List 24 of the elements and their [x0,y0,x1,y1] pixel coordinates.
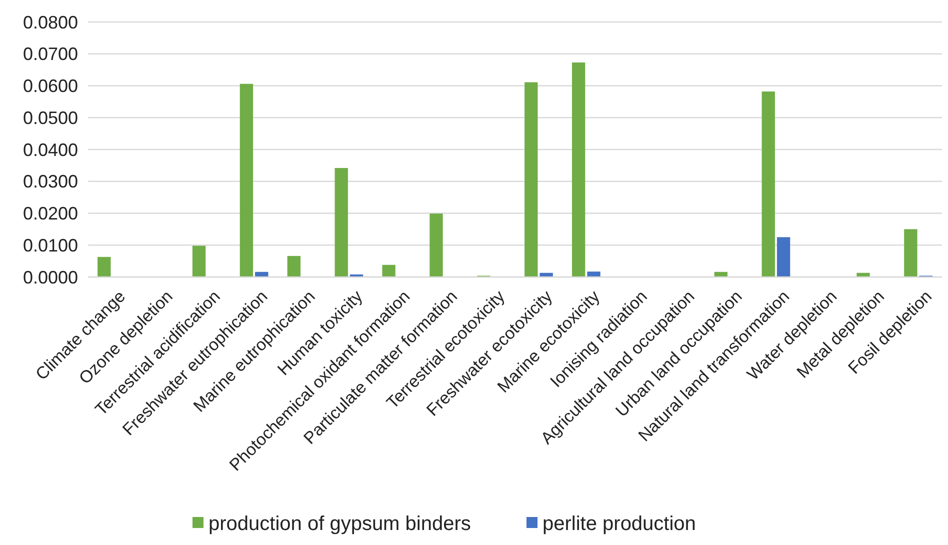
bar [430,214,443,277]
y-tick-label: 0.0300 [22,172,78,192]
y-tick-label: 0.0400 [22,140,78,160]
y-tick-label: 0.0200 [22,204,78,224]
bar [776,237,790,277]
y-tick-label: 0.0100 [22,235,78,256]
bar [572,62,586,277]
legend-label: perlite production [542,513,696,535]
y-tick-label: 0.0800 [22,12,78,32]
bar [524,82,538,277]
legend-label: production of gypsum binders [208,513,471,535]
y-tick-label: 0.0000 [22,267,78,288]
bar [240,84,254,277]
bar [334,168,348,277]
bar [762,91,775,277]
bar [287,256,300,277]
bar [904,229,918,277]
bar [98,256,111,277]
bar [192,246,206,277]
y-tick-label: 0.0700 [22,44,78,64]
y-tick-label: 0.0500 [22,108,78,128]
bar [587,272,600,277]
bar [382,264,396,277]
y-tick-label: 0.0600 [22,76,78,96]
